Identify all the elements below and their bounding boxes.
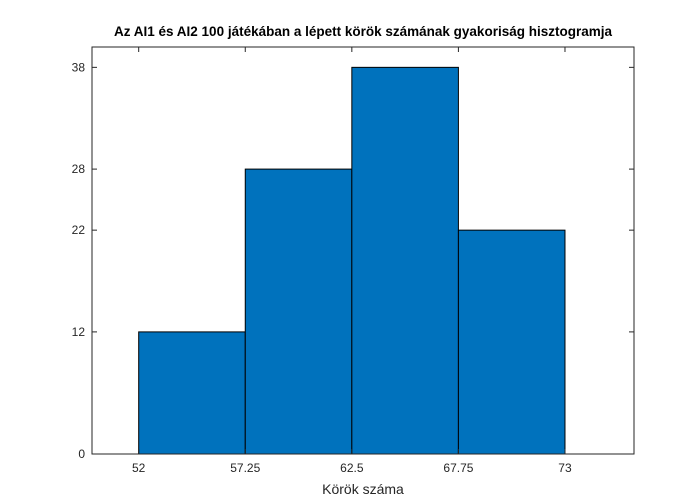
axes-box xyxy=(91,46,635,455)
histogram-bar xyxy=(351,66,459,455)
x-tick-label: 73 xyxy=(558,461,572,475)
x-tick-label: 57.25 xyxy=(230,461,260,475)
bars-layer xyxy=(138,66,566,455)
x-tick-label: 62.5 xyxy=(340,461,364,475)
histogram-bar xyxy=(138,331,246,455)
y-tick-label: 12 xyxy=(72,325,86,339)
histogram-bar xyxy=(244,168,353,455)
y-tick-label: 0 xyxy=(78,447,85,461)
y-tick-label: 22 xyxy=(72,223,86,237)
x-axis-label: Körök száma xyxy=(322,481,404,497)
chart-title: Az AI1 és AI2 100 játékában a lépett kör… xyxy=(114,24,612,39)
ticks-layer: 52 57.25 62.5 67.75 73 0 12 22 28 38 xyxy=(72,47,634,475)
y-tick-label: 28 xyxy=(72,162,86,176)
y-tick-label: 38 xyxy=(72,60,86,74)
x-tick-label: 52 xyxy=(132,461,146,475)
histogram-bar xyxy=(457,229,566,455)
x-tick-label: 67.75 xyxy=(443,461,473,475)
